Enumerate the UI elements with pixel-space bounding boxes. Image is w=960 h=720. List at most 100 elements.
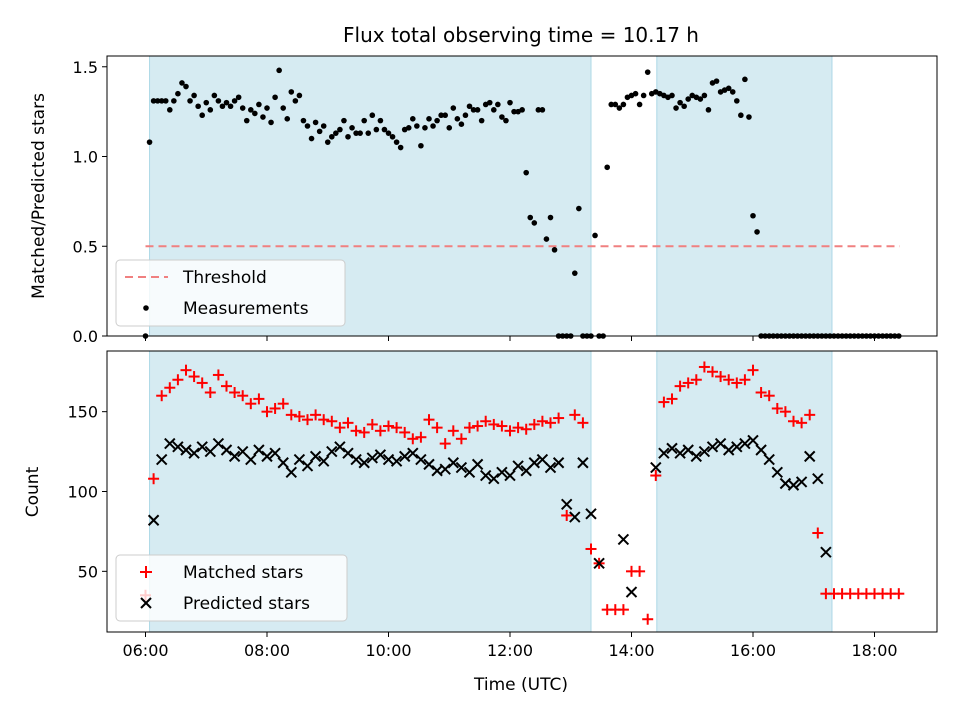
data-point	[256, 101, 262, 108]
y-tick-label: 1.0	[73, 148, 98, 167]
matched-point	[480, 415, 492, 427]
data-point	[746, 114, 752, 120]
predicted-point	[714, 437, 727, 450]
predicted-point	[212, 437, 225, 450]
matched-point	[731, 377, 743, 389]
data-point	[377, 117, 384, 124]
y-axis-label-ratio: Matched/Predicted stars	[29, 93, 49, 299]
data-point	[462, 112, 469, 119]
matched-point	[707, 366, 718, 378]
predicted-point	[196, 441, 208, 453]
count-points	[140, 361, 905, 625]
x-axis-label: Time (UTC)	[473, 675, 568, 695]
predicted-point	[326, 445, 338, 458]
data-point	[195, 103, 201, 110]
data-point	[304, 123, 311, 129]
predicted-point	[220, 444, 233, 456]
matched-point	[366, 418, 378, 430]
predicted-point	[658, 447, 670, 459]
predicted-point	[504, 469, 516, 482]
matched-point	[561, 509, 573, 521]
data-point	[636, 101, 643, 108]
predicted-point	[261, 450, 273, 463]
data-point	[300, 117, 307, 124]
data-point	[389, 133, 396, 140]
data-point	[713, 78, 720, 84]
data-point	[357, 130, 363, 136]
matched-point	[715, 371, 727, 383]
data-point	[187, 98, 193, 104]
data-point	[215, 98, 222, 104]
matched-point	[350, 425, 362, 437]
data-point	[179, 80, 185, 86]
data-point	[474, 107, 481, 113]
data-point	[248, 107, 254, 113]
data-point	[576, 205, 582, 212]
matched-point	[577, 417, 589, 429]
data-point	[385, 130, 392, 136]
data-point	[604, 164, 610, 171]
matched-point	[302, 414, 313, 426]
data-point	[324, 139, 331, 145]
matched-point	[666, 393, 678, 405]
matched-point	[763, 390, 775, 402]
data-point	[272, 94, 278, 101]
data-point	[701, 92, 708, 99]
data-point	[211, 92, 218, 99]
matched-point	[617, 604, 629, 616]
predicted-point	[398, 450, 411, 463]
data-point	[495, 101, 501, 108]
predicted-point	[293, 453, 306, 466]
predicted-point	[180, 444, 192, 456]
matched-point	[261, 406, 273, 418]
data-point	[353, 130, 359, 136]
matched-point	[293, 410, 305, 422]
data-point	[227, 103, 234, 110]
y-tick-label: 0.5	[73, 237, 98, 256]
predicted-point	[617, 533, 630, 546]
matched-point	[374, 425, 386, 437]
predicted-point	[739, 437, 751, 450]
data-point	[369, 112, 376, 119]
matched-point	[642, 613, 654, 625]
data-point	[470, 107, 477, 113]
data-point	[442, 112, 449, 119]
matched-point	[212, 369, 224, 381]
matched-point	[164, 382, 176, 394]
matched-point	[682, 377, 694, 389]
matched-point	[358, 426, 370, 438]
x-tick-label: 18:00	[851, 641, 897, 660]
data-point	[499, 114, 505, 120]
y-tick-label: 0.0	[73, 327, 98, 346]
matched-point	[520, 423, 532, 435]
predicted-point	[569, 511, 581, 523]
predicted-point	[544, 461, 557, 474]
data-point	[434, 117, 440, 124]
matched-point	[237, 390, 249, 402]
matched-point	[739, 374, 751, 386]
data-point	[239, 105, 246, 111]
data-point	[308, 135, 315, 142]
data-point	[268, 119, 274, 126]
data-point	[543, 236, 550, 242]
data-point	[681, 103, 687, 110]
matched-point	[893, 588, 905, 600]
data-point	[729, 89, 736, 95]
matched-point	[569, 409, 581, 421]
predicted-point	[488, 473, 500, 485]
data-point	[450, 105, 457, 111]
x-tick-label: 06:00	[122, 641, 168, 660]
matched-point	[674, 380, 686, 392]
predicted-point	[763, 453, 775, 466]
predicted-point	[447, 457, 460, 469]
data-point	[373, 126, 380, 133]
predicted-point	[439, 463, 451, 475]
predicted-point	[803, 450, 816, 463]
data-point	[551, 247, 558, 253]
data-point	[199, 112, 205, 119]
data-point	[405, 124, 412, 131]
matched-point	[698, 361, 710, 373]
predicted-point	[771, 466, 784, 479]
predicted-point	[496, 466, 508, 479]
data-point	[620, 101, 627, 108]
